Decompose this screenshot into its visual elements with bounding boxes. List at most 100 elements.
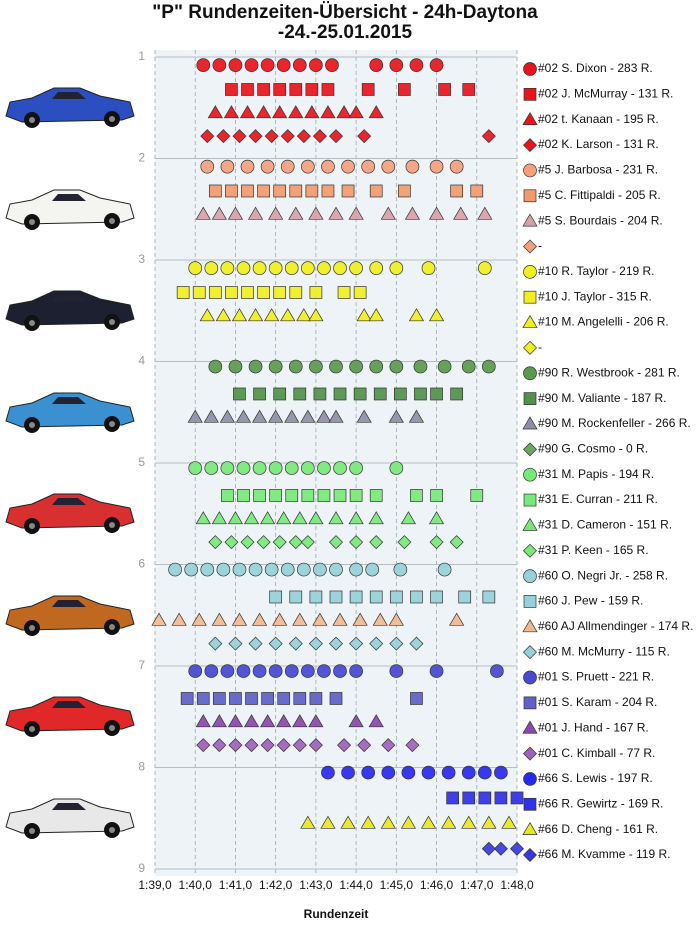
data-point — [199, 308, 215, 322]
data-point — [200, 129, 215, 144]
data-point — [289, 590, 303, 604]
series — [199, 308, 445, 322]
x-tick-label: 1:48,0 — [500, 878, 534, 892]
data-point — [321, 184, 335, 198]
legend-marker — [523, 392, 537, 405]
data-point — [225, 83, 238, 96]
series — [225, 83, 476, 96]
car-image — [5, 595, 135, 637]
data-point — [429, 58, 444, 72]
data-point — [349, 461, 363, 475]
legend-marker — [523, 442, 537, 457]
data-point — [398, 83, 411, 96]
data-point — [308, 738, 323, 753]
data-point — [268, 664, 283, 678]
data-point — [305, 83, 319, 96]
series — [188, 664, 504, 678]
legend-marker — [523, 264, 537, 279]
data-point — [349, 664, 363, 678]
data-point — [247, 308, 264, 322]
data-point — [248, 636, 263, 651]
data-point — [253, 387, 266, 401]
data-point — [260, 511, 276, 525]
data-point — [151, 612, 167, 626]
legend-label: #31 P. Keen - 165 R. — [538, 543, 649, 557]
data-point — [269, 489, 283, 502]
data-point — [482, 590, 496, 604]
data-point — [341, 765, 355, 780]
data-point — [380, 206, 396, 220]
data-point — [408, 308, 425, 322]
data-point — [215, 308, 231, 322]
data-point — [236, 261, 251, 275]
x-tick-label: 1:39,0 — [138, 878, 172, 892]
data-point — [300, 159, 315, 174]
data-point — [481, 841, 496, 856]
data-point — [462, 83, 476, 96]
data-point — [430, 489, 443, 502]
legend-label: #02 J. McMurray - 131 R. — [538, 87, 673, 101]
data-point — [477, 206, 493, 220]
data-point — [333, 261, 347, 275]
data-point — [409, 58, 424, 72]
data-point — [212, 738, 227, 753]
data-point — [252, 261, 267, 275]
data-point — [348, 714, 364, 728]
data-point — [341, 159, 355, 174]
data-point — [257, 83, 270, 96]
data-point — [410, 489, 423, 502]
data-point — [389, 636, 404, 651]
data-point — [296, 308, 312, 322]
data-point — [329, 590, 343, 604]
data-point — [501, 815, 517, 829]
series — [176, 286, 367, 299]
data-point — [337, 286, 351, 299]
data-point — [313, 562, 327, 577]
data-point — [233, 387, 246, 401]
data-point — [300, 261, 315, 275]
legend-label: #02 t. Kanaan - 195 R. — [538, 112, 659, 126]
data-point — [284, 409, 300, 423]
data-point — [441, 765, 456, 780]
data-point — [200, 562, 215, 577]
data-point — [312, 129, 327, 144]
legend-label: #10 M. Angelelli - 206 R. — [538, 315, 669, 329]
data-point — [328, 206, 344, 220]
data-point — [368, 308, 384, 322]
data-point — [494, 765, 508, 780]
data-point — [213, 692, 226, 705]
data-point — [228, 359, 243, 374]
data-point — [453, 206, 469, 220]
data-point — [264, 308, 280, 322]
data-point — [317, 489, 331, 502]
data-point — [260, 58, 275, 72]
data-point — [325, 58, 339, 72]
data-point — [368, 105, 384, 119]
data-point — [195, 206, 211, 220]
series — [208, 535, 464, 550]
data-point — [421, 261, 436, 275]
data-point — [329, 562, 343, 577]
data-point — [245, 692, 258, 705]
data-point — [369, 58, 384, 72]
data-point — [268, 636, 283, 651]
data-point — [268, 359, 283, 374]
data-point — [227, 511, 244, 525]
data-point — [248, 359, 263, 374]
data-point — [404, 206, 421, 220]
data-point — [220, 461, 235, 475]
legend-marker — [523, 543, 537, 558]
data-point — [380, 815, 396, 829]
data-point — [329, 535, 343, 550]
legend-marker — [523, 62, 537, 76]
data-point — [219, 409, 236, 423]
series — [208, 359, 496, 374]
car-image — [5, 189, 135, 231]
legend-label: #66 D. Cheng - 161 R. — [538, 822, 658, 836]
legend-label: #90 R. Westbrook - 281 R. — [538, 365, 680, 379]
data-point — [231, 308, 248, 322]
data-point — [510, 791, 524, 805]
data-point — [373, 387, 387, 401]
data-point — [393, 562, 408, 577]
